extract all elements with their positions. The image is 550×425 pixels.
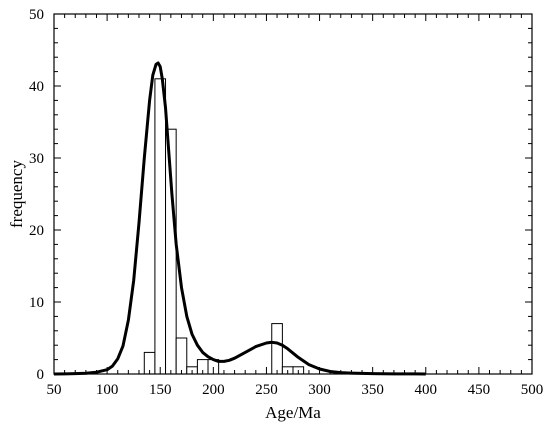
x-tick-label: 500	[521, 382, 544, 398]
histogram-bar	[154, 78, 167, 375]
y-tick-label: 0	[37, 367, 45, 383]
x-tick-label: 100	[96, 382, 119, 398]
y-tick-label: 40	[29, 79, 44, 95]
x-tick-label: 400	[415, 382, 438, 398]
x-tick-label: 450	[468, 382, 491, 398]
x-tick-label: 250	[255, 382, 278, 398]
histogram-bar	[175, 337, 188, 375]
y-tick-label: 30	[29, 151, 44, 167]
plot-frame	[53, 13, 533, 375]
y-tick-label: 50	[29, 7, 44, 23]
y-tick-label: 10	[29, 295, 44, 311]
histogram-bar	[271, 323, 283, 375]
y-tick-label: 20	[29, 223, 44, 239]
x-tick-label: 200	[202, 382, 225, 398]
x-tick-label: 150	[149, 382, 172, 398]
x-tick-label: 350	[361, 382, 384, 398]
plot-area: 50 100 150 200 250 300 350 400 450 500 0 10 20 30 40 50	[29, 7, 543, 398]
x-tick-label: 300	[308, 382, 331, 398]
density-curve	[53, 61, 426, 376]
x-tick-label: 50	[47, 382, 62, 398]
y-axis-title: frequency	[7, 160, 26, 228]
x-axis-title: Age/Ma	[265, 403, 321, 422]
